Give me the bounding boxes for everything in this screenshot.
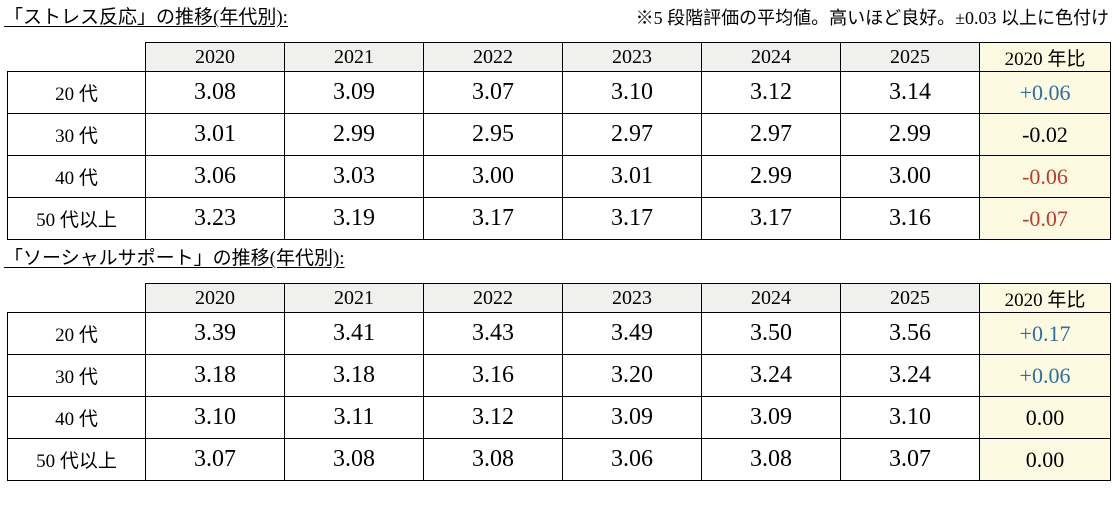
table-row: 50 代以上 3.23 3.19 3.17 3.17 3.17 3.16 -0.07 — [7, 197, 1111, 240]
table-header-row: 2020 2021 2022 2023 2024 2025 2020 年比 — [7, 42, 1111, 72]
year-header: 2021 — [284, 283, 424, 313]
diff-vs-2020-header: 2020 年比 — [979, 42, 1111, 72]
year-header: 2023 — [562, 283, 702, 313]
value-cell: 2.99 — [701, 155, 841, 198]
stress-table-title: 「ストレス反応」の推移(年代別): — [4, 7, 288, 28]
diff-cell: +0.06 — [979, 354, 1111, 397]
table-row: 20 代 3.08 3.09 3.07 3.10 3.12 3.14 +0.06 — [7, 71, 1111, 114]
value-cell: 3.09 — [284, 71, 424, 114]
year-header: 2025 — [840, 42, 980, 72]
age-group-label: 50 代以上 — [7, 438, 146, 481]
value-cell: 2.99 — [840, 113, 980, 156]
corner-cell — [7, 283, 146, 313]
value-cell: 3.43 — [423, 312, 563, 355]
diff-cell: -0.07 — [979, 197, 1111, 240]
year-header: 2020 — [145, 283, 285, 313]
value-cell: 3.08 — [701, 438, 841, 481]
value-cell: 3.10 — [562, 71, 702, 114]
value-cell: 3.10 — [145, 396, 285, 439]
value-cell: 3.24 — [840, 354, 980, 397]
value-cell: 3.07 — [423, 71, 563, 114]
value-cell: 3.19 — [284, 197, 424, 240]
table-header-row: 2020 2021 2022 2023 2024 2025 2020 年比 — [7, 283, 1111, 313]
year-header: 2024 — [701, 42, 841, 72]
value-cell: 3.07 — [840, 438, 980, 481]
value-cell: 3.17 — [562, 197, 702, 240]
table-row: 50 代以上 3.07 3.08 3.08 3.06 3.08 3.07 0.00 — [7, 438, 1111, 481]
table-row: 20 代 3.39 3.41 3.43 3.49 3.50 3.56 +0.17 — [7, 312, 1111, 355]
age-group-label: 40 代 — [7, 396, 146, 439]
table-row: 30 代 3.18 3.18 3.16 3.20 3.24 3.24 +0.06 — [7, 354, 1111, 397]
value-cell: 2.95 — [423, 113, 563, 156]
value-cell: 3.01 — [562, 155, 702, 198]
value-cell: 3.11 — [284, 396, 424, 439]
value-cell: 3.16 — [840, 197, 980, 240]
year-header: 2022 — [423, 42, 563, 72]
value-cell: 3.24 — [701, 354, 841, 397]
diff-cell: 0.00 — [979, 438, 1111, 481]
value-cell: 3.08 — [423, 438, 563, 481]
table-row: 30 代 3.01 2.99 2.95 2.97 2.97 2.99 -0.02 — [7, 113, 1111, 156]
value-cell: 3.06 — [145, 155, 285, 198]
age-group-label: 20 代 — [7, 312, 146, 355]
value-cell: 3.09 — [562, 396, 702, 439]
value-cell: 2.97 — [701, 113, 841, 156]
value-cell: 3.09 — [701, 396, 841, 439]
value-cell: 2.99 — [284, 113, 424, 156]
rating-scale-note: ※5 段階評価の平均値。高いほど良好。±0.03 以上に色付け — [635, 8, 1109, 28]
age-group-label: 20 代 — [7, 71, 146, 114]
social-support-table: 2020 2021 2022 2023 2024 2025 2020 年比 20 代 3.39 3… — [7, 283, 1111, 481]
value-cell: 3.12 — [701, 71, 841, 114]
table-row: 40 代 3.10 3.11 3.12 3.09 3.09 3.10 0.00 — [7, 396, 1111, 439]
value-cell: 3.17 — [701, 197, 841, 240]
age-group-label: 30 代 — [7, 354, 146, 397]
diff-cell: -0.06 — [979, 155, 1111, 198]
value-cell: 3.10 — [840, 396, 980, 439]
value-cell: 3.18 — [284, 354, 424, 397]
value-cell: 3.07 — [145, 438, 285, 481]
value-cell: 3.50 — [701, 312, 841, 355]
year-header: 2023 — [562, 42, 702, 72]
value-cell: 3.41 — [284, 312, 424, 355]
year-header: 2025 — [840, 283, 980, 313]
value-cell: 3.03 — [284, 155, 424, 198]
value-cell: 3.17 — [423, 197, 563, 240]
corner-cell — [7, 42, 146, 72]
value-cell: 3.12 — [423, 396, 563, 439]
social-support-table-title: 「ソーシャルサポート」の推移(年代別): — [4, 248, 345, 269]
value-cell: 3.16 — [423, 354, 563, 397]
diff-vs-2020-header: 2020 年比 — [979, 283, 1111, 313]
header-row: 「ストレス反応」の推移(年代別): ※5 段階評価の平均値。高いほど良好。±0.… — [0, 0, 1115, 30]
value-cell: 3.18 — [145, 354, 285, 397]
value-cell: 3.39 — [145, 312, 285, 355]
value-cell: 3.56 — [840, 312, 980, 355]
value-cell: 3.00 — [840, 155, 980, 198]
diff-cell: 0.00 — [979, 396, 1111, 439]
value-cell: 3.01 — [145, 113, 285, 156]
table-row: 40 代 3.06 3.03 3.00 3.01 2.99 3.00 -0.06 — [7, 155, 1111, 198]
value-cell: 3.00 — [423, 155, 563, 198]
diff-cell: -0.02 — [979, 113, 1111, 156]
age-group-label: 40 代 — [7, 155, 146, 198]
year-header: 2024 — [701, 283, 841, 313]
value-cell: 3.14 — [840, 71, 980, 114]
age-group-label: 50 代以上 — [7, 197, 146, 240]
age-group-label: 30 代 — [7, 113, 146, 156]
year-header: 2020 — [145, 42, 285, 72]
diff-cell: +0.17 — [979, 312, 1111, 355]
value-cell: 3.20 — [562, 354, 702, 397]
value-cell: 3.08 — [145, 71, 285, 114]
value-cell: 3.49 — [562, 312, 702, 355]
year-header: 2021 — [284, 42, 424, 72]
value-cell: 3.23 — [145, 197, 285, 240]
year-header: 2022 — [423, 283, 563, 313]
diff-cell: +0.06 — [979, 71, 1111, 114]
stress-table: 2020 2021 2022 2023 2024 2025 2020 年比 20 代 3.08 3… — [7, 42, 1111, 240]
value-cell: 2.97 — [562, 113, 702, 156]
value-cell: 3.08 — [284, 438, 424, 481]
value-cell: 3.06 — [562, 438, 702, 481]
